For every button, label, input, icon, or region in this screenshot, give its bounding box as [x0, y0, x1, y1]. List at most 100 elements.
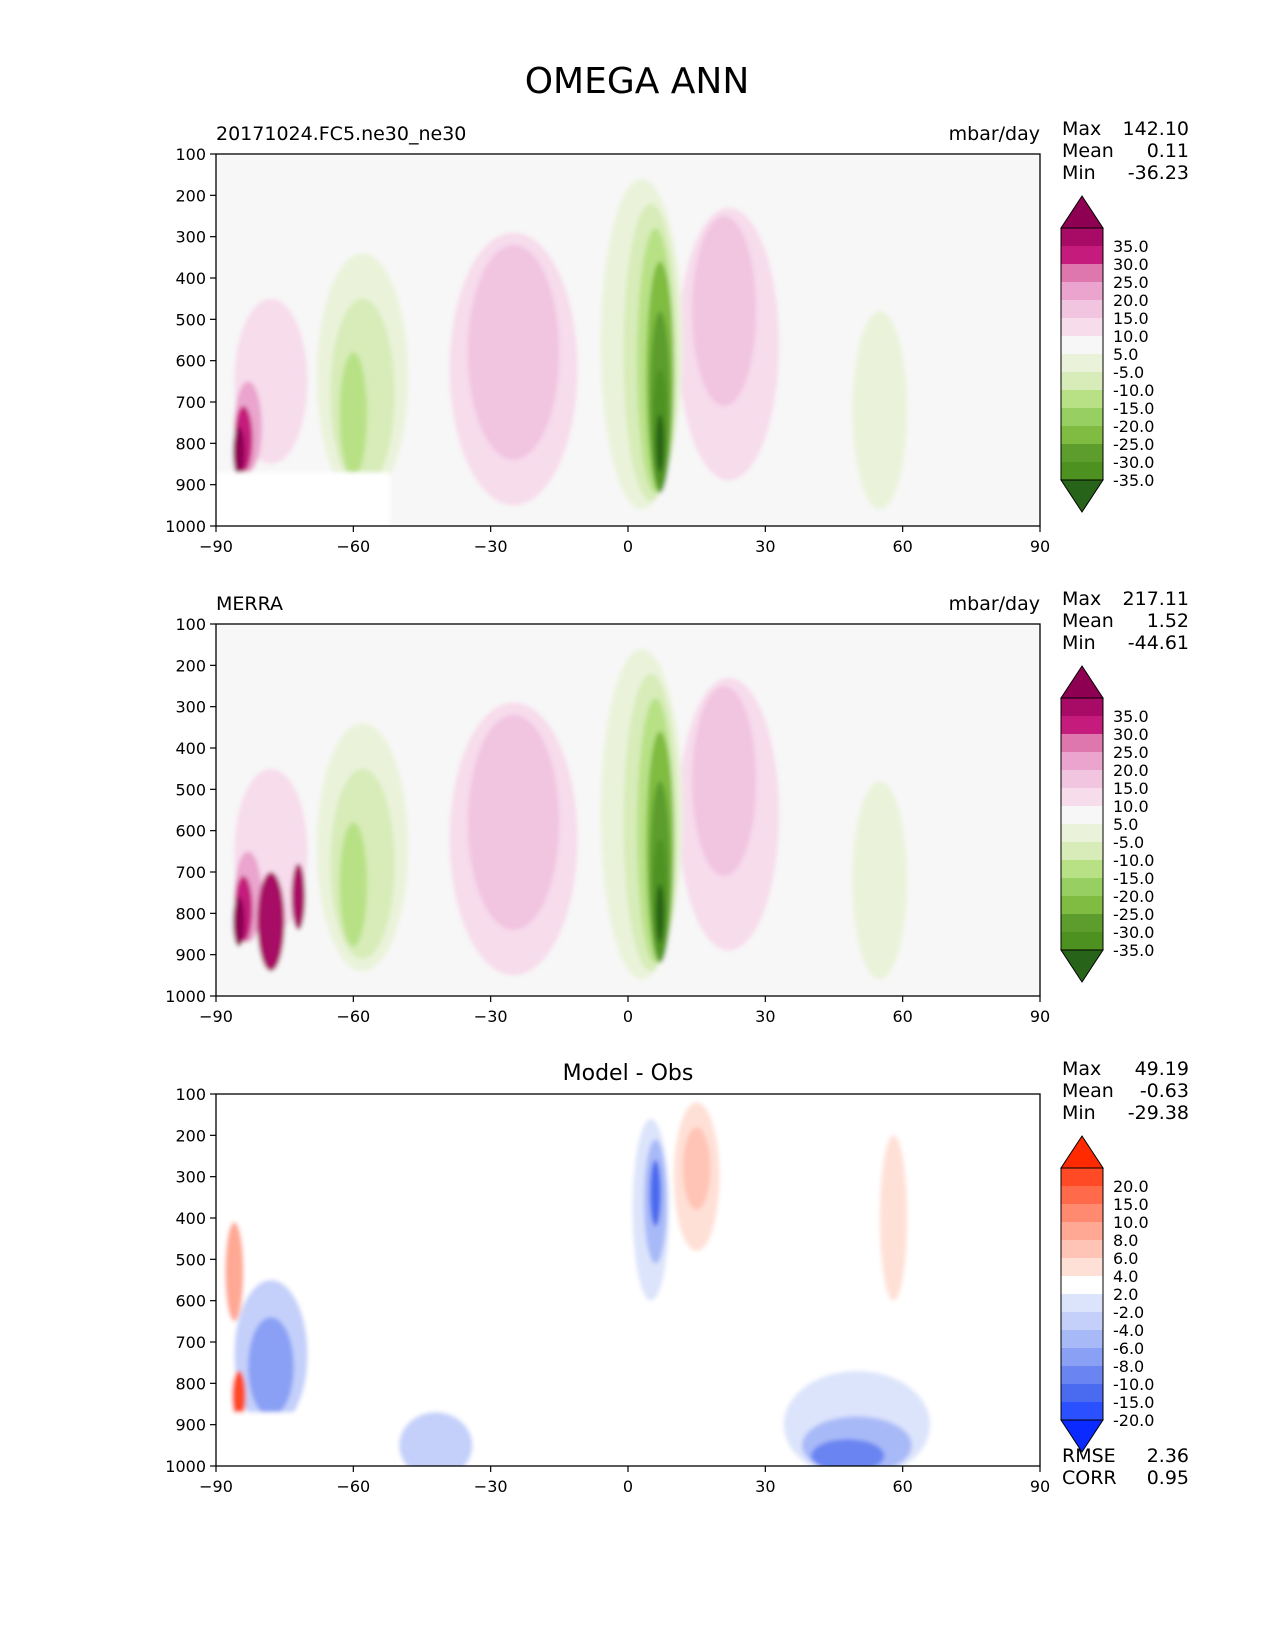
- x-axis: −90 −60 −30 0 30 60 90: [199, 996, 1050, 1026]
- y-tick-label: 800: [175, 434, 206, 453]
- x-tick-label: −90: [199, 1007, 233, 1026]
- y-tick-label: 1000: [165, 987, 206, 1006]
- x-tick-label: 0: [623, 1477, 633, 1496]
- colorbar-segment: [1061, 806, 1103, 824]
- contour-field: [216, 624, 1040, 996]
- stat-corr-value: 0.95: [1147, 1467, 1189, 1489]
- colorbar-label: 20.0: [1113, 291, 1149, 310]
- colorbar-segment: [1061, 914, 1103, 932]
- colorbar-segment: [1061, 1384, 1103, 1402]
- colorbar-label: 35.0: [1113, 707, 1149, 726]
- negative-difference: [811, 1439, 885, 1466]
- y-tick-label: 400: [175, 1209, 206, 1228]
- stat-max-label: Max: [1062, 588, 1101, 610]
- x-tick-label: 60: [892, 537, 912, 556]
- stat-mean-label: Mean: [1062, 1080, 1114, 1102]
- y-tick-label: 800: [175, 904, 206, 923]
- stat-mean-value: -0.63: [1140, 1080, 1189, 1102]
- colorbar-frame: [1060, 1167, 1104, 1421]
- panel-title: Model - Obs: [563, 1061, 694, 1086]
- colorbar-segment: [1061, 1240, 1103, 1258]
- colorbar-label: -20.0: [1113, 887, 1154, 906]
- y-tick-label: 400: [175, 269, 206, 288]
- colorbar-label: -20.0: [1113, 1411, 1154, 1430]
- panel-reference-merra: MERRA mbar/day 1002003004005006007008009…: [165, 588, 1189, 1026]
- colorbar-segment: [1061, 1330, 1103, 1348]
- colorbar-label: -15.0: [1113, 399, 1154, 418]
- colorbar-label: -6.0: [1113, 1339, 1144, 1358]
- colorbar-label: 2.0: [1113, 1285, 1138, 1304]
- masked-region: [216, 1412, 390, 1466]
- x-tick-label: 90: [1030, 1007, 1050, 1026]
- colorbar-label: 15.0: [1113, 1195, 1149, 1214]
- colorbar-segment: [1061, 1186, 1103, 1204]
- y-tick-label: 700: [175, 393, 206, 412]
- colorbar-label: 30.0: [1113, 725, 1149, 744]
- antarctic-descent: [257, 872, 285, 972]
- ascent-band: [852, 781, 908, 980]
- antarctic-descent: [291, 863, 306, 930]
- y-tick-label: 200: [175, 1126, 206, 1145]
- units-label: mbar/day: [949, 593, 1040, 615]
- positive-difference: [879, 1135, 908, 1301]
- colorbar-label: 25.0: [1113, 273, 1149, 292]
- panel-title: MERRA: [216, 593, 283, 615]
- stat-max-value: 142.10: [1123, 118, 1189, 140]
- y-tick-label: 500: [175, 780, 206, 799]
- colorbar-frame: [1060, 697, 1104, 951]
- x-tick-label: 60: [892, 1007, 912, 1026]
- colorbar-segment: [1061, 734, 1103, 752]
- stat-mean-label: Mean: [1062, 140, 1114, 162]
- colorbar-label: -30.0: [1113, 453, 1154, 472]
- colorbar-label: -15.0: [1113, 1393, 1154, 1412]
- colorbar-label: -25.0: [1113, 435, 1154, 454]
- y-tick-label: 700: [175, 863, 206, 882]
- colorbar-label: 4.0: [1113, 1267, 1138, 1286]
- colorbar-segment: [1061, 408, 1103, 426]
- ascent-band: [852, 311, 908, 510]
- masked-region: [216, 472, 390, 526]
- negative-difference: [248, 1317, 294, 1417]
- y-tick-label: 300: [175, 1168, 206, 1187]
- colorbar-segment: [1061, 824, 1103, 842]
- stat-corr-label: CORR: [1062, 1467, 1117, 1489]
- colorbar-segment: [1061, 228, 1103, 246]
- x-tick-label: 90: [1030, 1477, 1050, 1496]
- stat-min-label: Min: [1062, 162, 1096, 184]
- descent-band: [692, 216, 757, 407]
- colorbar-segment: [1061, 354, 1103, 372]
- stat-max-label: Max: [1062, 1058, 1101, 1080]
- panel-test-model: 20171024.FC5.ne30_ne30 mbar/day 100 200 30…: [165, 118, 1189, 556]
- colorbar-segment: [1061, 1348, 1103, 1366]
- colorbar-label: -5.0: [1113, 833, 1144, 852]
- colorbar-extend-bottom: [1060, 479, 1104, 513]
- y-axis: 100 200 300 400 500 600 700 800 900 1000: [165, 1085, 216, 1476]
- x-axis: −90 −60 −30 0 30 60 90: [199, 526, 1050, 556]
- stat-rmse-label: RMSE: [1062, 1445, 1116, 1467]
- y-tick-label: 100: [175, 1085, 206, 1104]
- colorbar-label: 10.0: [1113, 797, 1149, 816]
- colorbar-segment: [1061, 426, 1103, 444]
- negative-difference: [399, 1412, 473, 1466]
- y-tick-label: 200: [175, 186, 206, 205]
- y-tick-label: 500: [175, 1250, 206, 1269]
- colorbar-segment: [1061, 860, 1103, 878]
- colorbar-label: -15.0: [1113, 869, 1154, 888]
- colorbar-label: 8.0: [1113, 1231, 1138, 1250]
- colorbar-label: -25.0: [1113, 905, 1154, 924]
- x-tick-label: −60: [336, 1007, 370, 1026]
- colorbar-label: -8.0: [1113, 1357, 1144, 1376]
- positive-difference: [682, 1127, 711, 1210]
- x-tick-label: −30: [474, 1007, 508, 1026]
- y-tick-label: 1000: [165, 517, 206, 536]
- colorbar-label: -35.0: [1113, 941, 1154, 960]
- colorbar-segment: [1061, 842, 1103, 860]
- colorbar-label: 20.0: [1113, 761, 1149, 780]
- y-tick-label: 200: [175, 656, 206, 675]
- colorbar-label: 5.0: [1113, 345, 1138, 364]
- colorbar-segment: [1061, 1366, 1103, 1384]
- positive-difference: [232, 1370, 246, 1421]
- positive-difference: [225, 1222, 244, 1322]
- descent-band: [467, 714, 560, 930]
- colorbar-segment: [1061, 246, 1103, 264]
